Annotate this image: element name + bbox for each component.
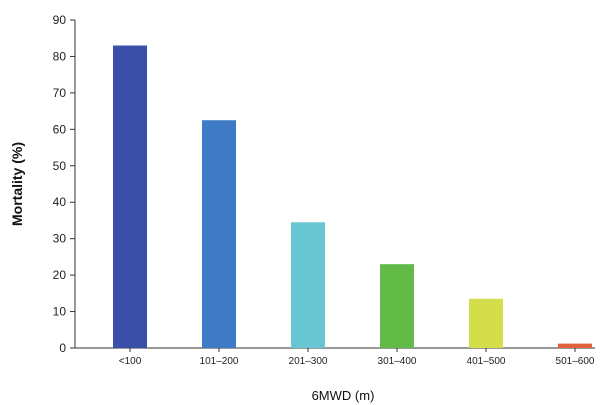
x-tick-label: 501–600 bbox=[556, 356, 595, 367]
y-axis: 0 10 20 30 40 50 60 70 80 90 bbox=[53, 13, 76, 355]
bars bbox=[113, 45, 592, 349]
y-tick-label: 50 bbox=[53, 159, 67, 173]
y-tick-label: 80 bbox=[53, 49, 67, 63]
x-tick-label: 301–400 bbox=[378, 356, 417, 367]
bar bbox=[469, 298, 503, 348]
bar bbox=[291, 222, 325, 348]
y-tick-label: 0 bbox=[59, 341, 66, 355]
y-tick-label: 40 bbox=[53, 195, 67, 209]
bar bbox=[558, 343, 592, 348]
bar bbox=[380, 264, 414, 348]
bar bbox=[202, 120, 236, 348]
y-tick-label: 30 bbox=[53, 232, 67, 246]
x-tick-label: <100 bbox=[119, 356, 142, 367]
x-tick-label: 401–500 bbox=[467, 356, 506, 367]
bar bbox=[113, 45, 147, 349]
y-axis-title: Mortality (%) bbox=[9, 142, 25, 226]
y-tick-label: 20 bbox=[53, 268, 67, 282]
y-tick-label: 70 bbox=[53, 86, 67, 100]
y-tick-label: 10 bbox=[53, 305, 67, 319]
y-tick-label: 90 bbox=[53, 13, 67, 27]
x-axis: <100 101–200 201–300 301–400 401–500 501–600 bbox=[75, 347, 595, 367]
x-tick-label: 201–300 bbox=[289, 356, 328, 367]
x-tick-label: 101–200 bbox=[200, 356, 239, 367]
y-tick-label: 60 bbox=[53, 122, 67, 136]
x-axis-title: 6MWD (m) bbox=[312, 388, 375, 403]
